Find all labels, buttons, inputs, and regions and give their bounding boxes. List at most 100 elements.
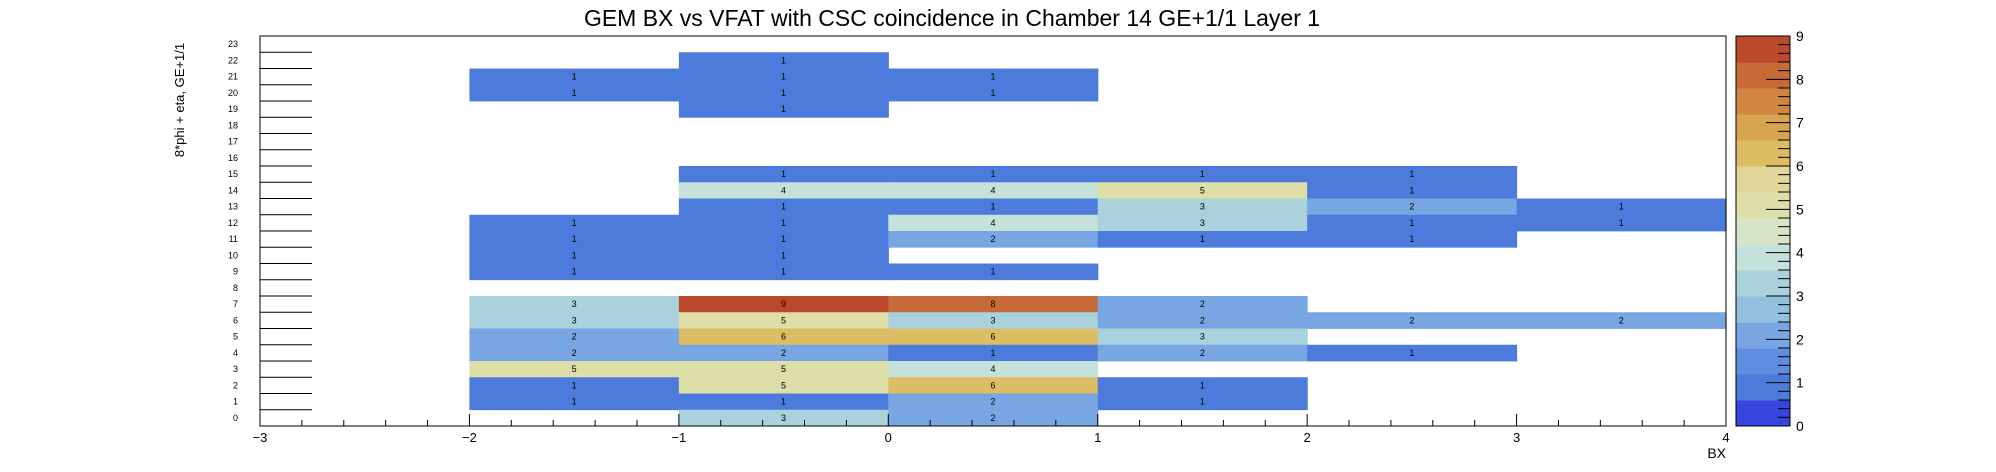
cell-value-label: 4: [990, 364, 995, 374]
heatmap-cell: [678, 84, 889, 102]
y-tick-label: 1: [233, 397, 238, 407]
cell-value-label: 1: [1200, 380, 1205, 390]
heatmap-cell: [1307, 214, 1518, 232]
heatmap-cell: [678, 231, 889, 248]
heatmap-cell: [469, 247, 680, 264]
y-tick-label: 12: [228, 218, 238, 228]
cell-value-label: 1: [781, 234, 786, 244]
cell-value-label: 5: [781, 315, 786, 325]
cell-value-label: 4: [781, 185, 786, 195]
x-axis-label: BX: [1707, 445, 1726, 461]
y-tick-label: 14: [228, 185, 238, 195]
y-tick-label: 18: [228, 120, 238, 130]
heatmap-cell: [1097, 231, 1308, 248]
heatmap-cell: [1097, 214, 1308, 232]
cell-value-label: 2: [1200, 299, 1205, 309]
palette-segment: [1736, 36, 1790, 63]
heatmap-cell: [678, 263, 889, 281]
palette-segment: [1736, 62, 1790, 89]
heatmap-cell: [888, 263, 1099, 281]
palette-segment: [1736, 166, 1790, 193]
cell-value-label: 1: [1200, 169, 1205, 179]
heatmap-cell: [678, 247, 889, 264]
cell-value-label: 1: [572, 267, 577, 277]
cell-value-label: 1: [572, 380, 577, 390]
y-tick-label: 13: [228, 202, 238, 212]
cell-value-label: 1: [1619, 202, 1624, 212]
heatmap-cell: [678, 182, 889, 199]
y-tick-label: 6: [233, 315, 238, 325]
cell-value-label: 3: [1200, 332, 1205, 342]
y-axis-label: 8*phi + eta, GE+1/1: [172, 43, 187, 157]
heatmap-cell: [1516, 312, 1727, 329]
heatmap-cell: [678, 68, 889, 86]
cell-value-label: 1: [781, 55, 786, 65]
palette-tick-label: 9: [1796, 28, 1804, 44]
cell-value-label: 1: [1409, 234, 1414, 244]
heatmap-cell: [888, 344, 1099, 362]
y-tick-label: 3: [233, 364, 238, 374]
heatmap-cell: [1097, 328, 1308, 346]
palette-tick-label: 4: [1796, 245, 1804, 261]
palette-segment: [1736, 192, 1790, 219]
heatmap-cell: [469, 361, 680, 378]
x-tick-label: 2: [1304, 430, 1311, 445]
heatmap-cell: [678, 296, 889, 313]
heatmap-cell: [1097, 198, 1308, 216]
cell-value-label: 4: [990, 185, 995, 195]
heatmap-cell: [678, 377, 889, 394]
palette-segment: [1736, 322, 1790, 349]
cell-value-label: 1: [1409, 169, 1414, 179]
heatmap-cell: [469, 214, 680, 232]
heatmap-cell: [469, 377, 680, 394]
heatmap-cell: [1097, 393, 1308, 411]
heatmap-cell: [1097, 377, 1308, 394]
y-tick-label: 21: [228, 72, 238, 82]
cell-value-label: 2: [781, 348, 786, 358]
heatmap-cell: [888, 361, 1099, 378]
heatmap-cell: [1307, 312, 1518, 329]
chart-title: GEM BX vs VFAT with CSC coincidence in C…: [584, 5, 1320, 31]
palette-segment: [1736, 348, 1790, 375]
cell-value-label: 5: [781, 380, 786, 390]
heatmap-cell: [888, 328, 1099, 346]
cell-value-label: 1: [781, 397, 786, 407]
x-tick-label: −1: [671, 430, 686, 445]
cell-value-label: 3: [1200, 218, 1205, 228]
y-tick-label: 15: [228, 169, 238, 179]
heatmap-cell: [678, 166, 889, 183]
cell-value-label: 1: [1409, 218, 1414, 228]
heatmap-cell: [469, 68, 680, 86]
cell-value-label: 1: [572, 72, 577, 82]
cell-value-label: 6: [990, 332, 995, 342]
cell-value-label: 1: [781, 202, 786, 212]
heatmap-cell: [469, 312, 680, 329]
heatmap-cell: [1516, 198, 1727, 216]
heatmap-cell: [888, 68, 1099, 86]
cell-value-label: 1: [572, 234, 577, 244]
heatmap-cell: [1307, 198, 1518, 216]
heatmap-cell: [888, 296, 1099, 313]
heatmap-cell: [678, 328, 889, 346]
palette-segment: [1736, 374, 1790, 401]
heatmap-cell: [678, 393, 889, 411]
heatmap-cell: [1097, 166, 1308, 183]
palette-tick-label: 8: [1796, 71, 1804, 87]
heatmap-cell: [1516, 214, 1727, 232]
cell-value-label: 1: [990, 202, 995, 212]
y-tick-label: 5: [233, 332, 238, 342]
y-tick-label: 22: [228, 55, 238, 65]
cell-value-label: 2: [1200, 348, 1205, 358]
heatmap-cell: [469, 344, 680, 362]
x-tick-label: −3: [253, 430, 268, 445]
palette-segment: [1736, 400, 1790, 427]
cell-value-label: 1: [572, 397, 577, 407]
cell-value-label: 6: [781, 332, 786, 342]
heatmap-cell: [888, 214, 1099, 232]
cell-value-label: 3: [572, 315, 577, 325]
x-tick-label: 0: [885, 430, 892, 445]
cell-value-label: 2: [1200, 315, 1205, 325]
heatmap-cell: [1307, 344, 1518, 362]
heatmap-cell: [1307, 231, 1518, 248]
